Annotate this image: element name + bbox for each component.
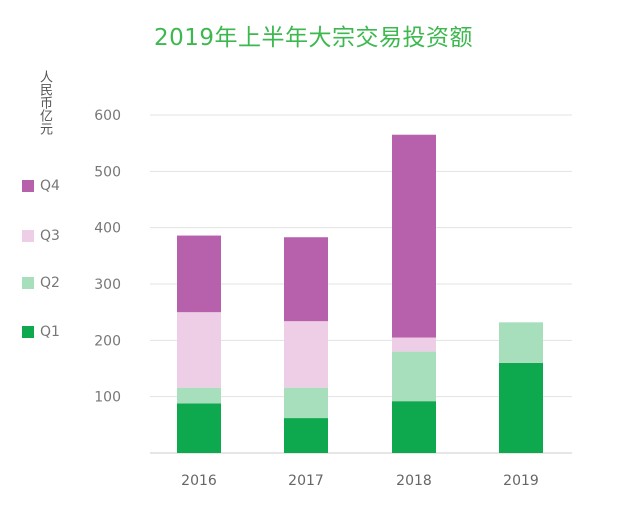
legend-item-q4: Q4 (22, 176, 60, 196)
legend-swatch (22, 230, 34, 242)
legend-label: Q3 (40, 228, 60, 244)
bar-2017-q2 (284, 387, 328, 419)
legend-swatch (22, 277, 34, 289)
bar-2016-q2 (177, 387, 221, 404)
bar-2019-q1 (499, 362, 543, 453)
x-tick-label: 2019 (503, 473, 539, 489)
legend-label: Q4 (40, 178, 60, 194)
bar-2016-q1 (177, 403, 221, 453)
x-tick-label: 2018 (396, 473, 432, 489)
legend-item-q2: Q2 (22, 273, 60, 293)
bar-2018-q2 (392, 351, 436, 402)
y-tick-label: 400 (94, 221, 121, 237)
bar-2019-q2 (499, 322, 543, 363)
bar-2018-q3 (392, 337, 436, 352)
y-tick-label: 300 (94, 277, 121, 293)
bar-2016-q4 (177, 235, 221, 313)
bar-2018-q1 (392, 401, 436, 453)
y-tick-label: 600 (94, 108, 121, 124)
y-tick-label: 200 (94, 333, 121, 349)
legend-item-q1: Q1 (22, 322, 60, 342)
y-tick-label: 500 (94, 164, 121, 180)
x-tick-label: 2016 (181, 473, 217, 489)
legend-label: Q1 (40, 324, 60, 340)
bar-2017-q4 (284, 237, 328, 322)
y-tick-label: 100 (94, 390, 121, 406)
chart-title: 2019年上半年大宗交易投资额 (153, 25, 474, 51)
bar-2017-q3 (284, 321, 328, 388)
x-tick-label: 2017 (288, 473, 324, 489)
legend-swatch (22, 326, 34, 338)
legend-item-q3: Q3 (22, 226, 60, 246)
legend-swatch (22, 180, 34, 192)
y-axis-label: 人民币亿元 (37, 70, 52, 135)
bar-2017-q1 (284, 418, 328, 453)
legend-label: Q2 (40, 275, 60, 291)
bar-2018-q4 (392, 134, 436, 338)
bar-2016-q3 (177, 312, 221, 388)
